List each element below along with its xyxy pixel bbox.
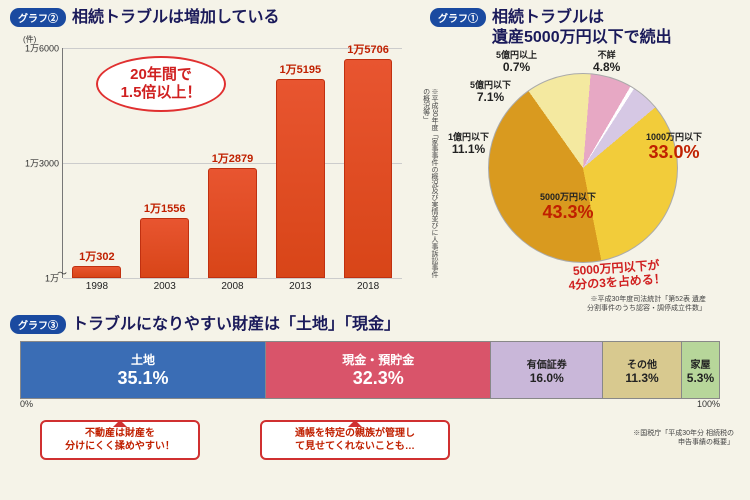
top-row: グラフ② 相続トラブルは増加している (件) 1万3021万15561万2879… bbox=[10, 8, 740, 308]
bar-value-label: 1万5706 bbox=[347, 41, 389, 57]
stacked-bar: 土地35.1%現金・預貯金32.3%有価証券16.0%その他11.3%家屋5.3… bbox=[20, 341, 720, 399]
bar-column: 1万1556 bbox=[134, 200, 195, 278]
bar-x-labels: 1998 2003 2008 2013 2018 bbox=[63, 278, 402, 292]
bar-ytick: 1万3000 bbox=[25, 157, 59, 170]
stacked-source: ※国税庁「平成30年分 相続税の 申告事績の概要」 bbox=[633, 430, 734, 447]
pie-chart-badge: グラフ① bbox=[430, 8, 486, 27]
stacked-note-left-l2: 分けにくく揉めやすい！ bbox=[50, 440, 190, 453]
bar bbox=[140, 218, 189, 278]
segment-name: 家屋 bbox=[690, 356, 710, 371]
pie-source-l2: 分割事件のうち認容・調停成立件数」 bbox=[587, 305, 706, 313]
pie-source: ※平成30年度司法統計「第52表 遺産 分割事件のうち認容・調停成立件数」 bbox=[587, 296, 706, 313]
stacked-note-right-l2: て見せてくれないことも… bbox=[270, 440, 440, 453]
bar-chart-panel: グラフ② 相続トラブルは増加している (件) 1万3021万15561万2879… bbox=[10, 8, 430, 308]
pie-disc bbox=[488, 73, 678, 263]
bar-xlabel: 2003 bbox=[134, 281, 195, 292]
pie-wrap: 1000万円以下33.0%5000万円以下43.3%1億円以下11.1%5億円以… bbox=[458, 63, 708, 293]
bar-chart-header: グラフ② 相続トラブルは増加している bbox=[10, 8, 430, 28]
bar bbox=[72, 266, 121, 278]
pie-callout: 5000万円以下が 4分の3を占める！ bbox=[567, 258, 666, 294]
segment-name: 有価証券 bbox=[527, 356, 567, 371]
pie-chart-panel: グラフ① 相続トラブルは 遺産5000万円以下で続出 1000万円以下33.0%… bbox=[430, 8, 740, 308]
bar-value-label: 1万2879 bbox=[212, 150, 254, 166]
bar-chart-title: 相続トラブルは増加している bbox=[72, 8, 280, 28]
stacked-note-left-l1: 不動産は財産を bbox=[50, 427, 190, 440]
bar-value-label: 1万1556 bbox=[144, 200, 186, 216]
segment-name: 土地 bbox=[131, 351, 155, 368]
stacked-note-left: 不動産は財産を 分けにくく揉めやすい！ bbox=[40, 420, 200, 460]
stacked-segment: 有価証券16.0% bbox=[491, 342, 603, 398]
segment-pct: 16.0% bbox=[530, 371, 564, 385]
pie-source-l1: ※平成30年度司法統計「第52表 遺産 bbox=[587, 296, 706, 304]
segment-pct: 32.3% bbox=[353, 368, 404, 389]
bar-column: 1万302 bbox=[66, 248, 127, 278]
pie-slice-label: 5億円以上0.7% bbox=[496, 51, 537, 74]
segment-pct: 35.1% bbox=[117, 368, 168, 389]
stacked-scale-left: 0% bbox=[20, 399, 33, 409]
stacked-segment: その他11.3% bbox=[603, 342, 682, 398]
bar-xlabel: 2018 bbox=[338, 281, 399, 292]
bar-value-label: 1万5195 bbox=[279, 61, 321, 77]
bar-chart-badge: グラフ② bbox=[10, 8, 66, 27]
bar-callout-line1: 20年間で bbox=[98, 66, 224, 84]
pie-title-line2: 遺産5000万円以下で続出 bbox=[492, 28, 672, 48]
infographic-page: グラフ② 相続トラブルは増加している (件) 1万3021万15561万2879… bbox=[0, 0, 750, 500]
stacked-note-right-l1: 通帳を特定の親族が管理し bbox=[270, 427, 440, 440]
stacked-header: グラフ③ トラブルになりやすい財産は「土地」「現金」 bbox=[10, 315, 740, 335]
bar-ytick: 1万6000 bbox=[25, 42, 59, 55]
stacked-segment: 家屋5.3% bbox=[682, 342, 719, 398]
pie-chart-title: 相続トラブルは 遺産5000万円以下で続出 bbox=[492, 8, 672, 48]
bar-callout-line2: 1.5倍以上！ bbox=[98, 84, 224, 102]
bar-column: 1万5195 bbox=[270, 61, 331, 278]
bar-xlabel: 2008 bbox=[202, 281, 263, 292]
segment-pct: 11.3% bbox=[625, 371, 658, 385]
pie-slice-label: 不詳4.8% bbox=[593, 51, 620, 74]
stacked-segment: 現金・預貯金32.3% bbox=[266, 342, 491, 398]
pie-chart-header: グラフ① 相続トラブルは 遺産5000万円以下で続出 bbox=[430, 8, 740, 48]
segment-pct: 5.3% bbox=[687, 371, 714, 385]
stacked-bar-panel: グラフ③ トラブルになりやすい財産は「土地」「現金」 土地35.1%現金・預貯金… bbox=[10, 315, 740, 409]
bar bbox=[208, 168, 257, 278]
stacked-source-l2: 申告事績の概要」 bbox=[633, 439, 734, 447]
bar-callout: 20年間で 1.5倍以上！ bbox=[96, 56, 226, 112]
bar-value-label: 1万302 bbox=[79, 248, 114, 264]
stacked-title: トラブルになりやすい財産は「土地」「現金」 bbox=[72, 315, 400, 335]
stacked-source-l1: ※国税庁「平成30年分 相続税の bbox=[633, 430, 734, 438]
bar bbox=[276, 79, 325, 278]
stacked-segment: 土地35.1% bbox=[21, 342, 266, 398]
pie-slice-label: 5000万円以下43.3% bbox=[540, 193, 596, 223]
bar bbox=[344, 59, 393, 278]
stacked-note-right: 通帳を特定の親族が管理し て見せてくれないことも… bbox=[260, 420, 450, 460]
pie-slice-label: 1億円以下11.1% bbox=[448, 133, 489, 156]
bar-xlabel: 1998 bbox=[66, 281, 127, 292]
segment-name: その他 bbox=[627, 356, 657, 371]
stacked-badge: グラフ③ bbox=[10, 315, 66, 334]
bar-ytick: 1万 bbox=[45, 272, 59, 285]
stacked-scale-right: 100% bbox=[697, 399, 720, 409]
pie-title-line1: 相続トラブルは bbox=[492, 8, 672, 28]
pie-slice-label: 5億円以下7.1% bbox=[470, 81, 511, 104]
pie-slice-label: 1000万円以下33.0% bbox=[646, 133, 702, 163]
bar-xlabel: 2013 bbox=[270, 281, 331, 292]
bar-column: 1万2879 bbox=[202, 150, 263, 278]
bar-column: 1万5706 bbox=[338, 41, 399, 278]
segment-name: 現金・預貯金 bbox=[342, 351, 414, 368]
